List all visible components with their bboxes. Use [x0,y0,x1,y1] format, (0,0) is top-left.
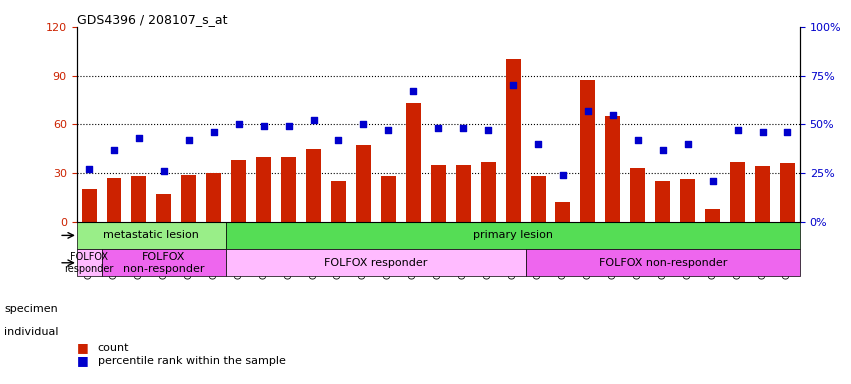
Bar [181,175,197,222]
Point [656,147,670,153]
FancyBboxPatch shape [101,249,226,276]
Point [531,141,545,147]
Point [282,123,295,129]
Bar [556,202,570,222]
Text: individual: individual [4,327,59,337]
Point [581,108,595,114]
Bar [381,176,396,222]
Bar [281,157,296,222]
Point [756,129,769,135]
Point [381,127,395,133]
Point [107,147,121,153]
Bar [131,176,146,222]
Text: percentile rank within the sample: percentile rank within the sample [98,356,286,366]
Point [132,135,146,141]
Point [157,168,171,174]
Text: FOLFOX non-responder: FOLFOX non-responder [598,258,727,268]
Bar [406,103,420,222]
Text: count: count [98,343,129,353]
Bar [82,189,96,222]
Bar [780,163,795,222]
Point [731,127,745,133]
Bar [206,173,221,222]
Text: specimen: specimen [4,304,58,314]
Text: metastatic lesion: metastatic lesion [104,230,199,240]
Bar [481,162,495,222]
Text: FOLFOX
responder: FOLFOX responder [65,252,114,273]
Bar [306,149,321,222]
Bar [256,157,271,222]
Point [780,129,794,135]
Point [431,125,445,131]
Point [631,137,644,143]
Bar [605,116,620,222]
Point [456,125,470,131]
Text: FOLFOX
non-responder: FOLFOX non-responder [123,252,204,273]
FancyBboxPatch shape [226,222,800,249]
Point [705,178,719,184]
Text: FOLFOX responder: FOLFOX responder [324,258,427,268]
Point [606,111,620,118]
Bar [331,181,346,222]
Point [357,121,370,127]
Bar [631,168,645,222]
Point [83,166,96,172]
Text: ■: ■ [77,341,89,354]
Text: GDS4396 / 208107_s_at: GDS4396 / 208107_s_at [77,13,227,26]
Point [407,88,420,94]
Bar [106,178,122,222]
Bar [431,165,446,222]
FancyBboxPatch shape [77,249,101,276]
Bar [231,160,246,222]
Point [506,82,520,88]
Text: ■: ■ [77,354,89,367]
Point [257,123,271,129]
Point [306,118,320,124]
Point [681,141,694,147]
Bar [505,60,521,222]
Bar [705,209,720,222]
Point [557,172,570,178]
Point [182,137,196,143]
Text: primary lesion: primary lesion [473,230,553,240]
Bar [580,81,596,222]
FancyBboxPatch shape [526,249,800,276]
Bar [530,176,545,222]
Point [207,129,220,135]
Bar [755,167,770,222]
Bar [680,179,695,222]
Bar [730,162,745,222]
Bar [456,165,471,222]
FancyBboxPatch shape [77,222,226,249]
Point [482,127,495,133]
Bar [655,181,671,222]
FancyBboxPatch shape [226,249,526,276]
Bar [356,146,371,222]
Bar [157,194,171,222]
Point [232,121,246,127]
Point [332,137,346,143]
